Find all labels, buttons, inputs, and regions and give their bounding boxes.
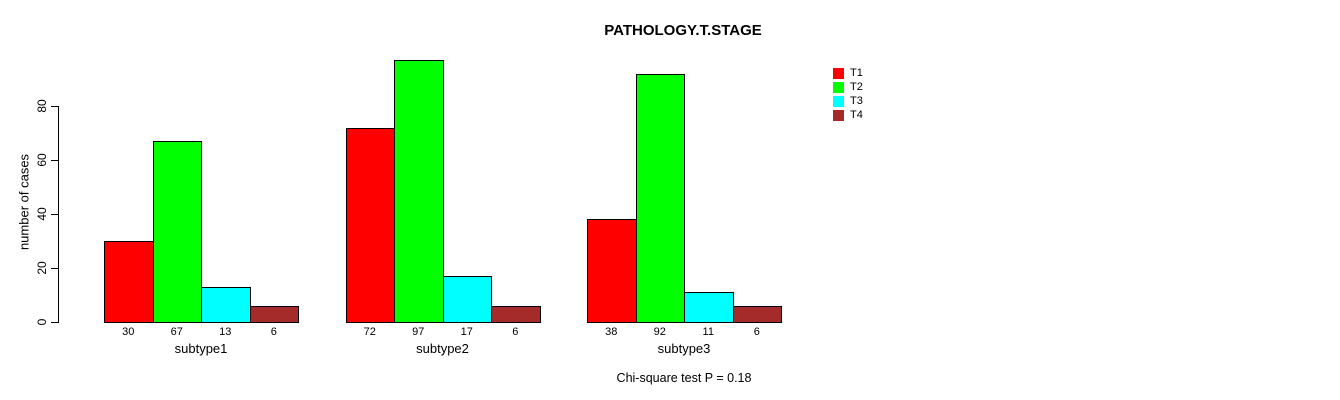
y-tick-label: 40 (35, 207, 49, 221)
bar (250, 306, 299, 323)
legend-label: T3 (850, 95, 863, 107)
chart-title: PATHOLOGY.T.STAGE (604, 22, 762, 39)
legend-label: T4 (850, 109, 863, 121)
bar-value-label: 11 (702, 326, 714, 338)
legend-swatch (833, 67, 844, 79)
legend-swatch (833, 81, 844, 93)
bar-value-label: 6 (270, 326, 277, 338)
legend-item: T3 (833, 94, 863, 108)
bar-value-label: 13 (219, 326, 232, 338)
category-label: subtype1 (174, 341, 228, 356)
annotation-text: Chi-square test P = 0.18 (616, 371, 752, 385)
y-tick-label: 60 (35, 153, 49, 167)
bar-value-label: 6 (512, 326, 519, 338)
bar-value-label: 30 (122, 326, 135, 338)
bar (153, 141, 202, 323)
legend-item: T2 (833, 80, 863, 94)
legend-swatch (833, 95, 844, 107)
bar-value-label: 6 (753, 326, 760, 338)
legend-item: T1 (833, 66, 863, 80)
bar-value-label: 72 (363, 326, 376, 338)
y-tick (51, 106, 58, 107)
bar-value-label: 67 (170, 326, 183, 338)
bar-value-label: 38 (605, 326, 618, 338)
bar (104, 241, 154, 323)
category-label: subtype2 (416, 341, 469, 356)
y-tick (51, 268, 58, 269)
bar (491, 306, 541, 323)
y-tick-label: 80 (35, 99, 49, 113)
bar (636, 74, 685, 323)
bar-value-label: 97 (412, 326, 425, 338)
legend-swatch (833, 109, 844, 121)
bar-value-label: 17 (460, 326, 473, 338)
bar (346, 128, 395, 323)
y-axis-label: number of cases (16, 153, 32, 251)
legend-item: T4 (833, 108, 863, 122)
bar (394, 60, 444, 323)
y-axis-line (58, 106, 59, 323)
bar (733, 306, 782, 323)
y-tick (51, 214, 58, 215)
y-tick-label: 20 (35, 261, 49, 275)
legend-label: T2 (850, 81, 863, 93)
y-tick-label: 0 (35, 318, 49, 326)
y-tick (51, 322, 58, 323)
category-label: subtype3 (657, 341, 711, 356)
bar (201, 287, 251, 323)
bar (684, 292, 734, 323)
y-tick (51, 160, 58, 161)
bar (587, 219, 637, 323)
bar-value-label: 92 (653, 326, 666, 338)
bar (443, 276, 492, 323)
legend-label: T1 (850, 67, 863, 79)
